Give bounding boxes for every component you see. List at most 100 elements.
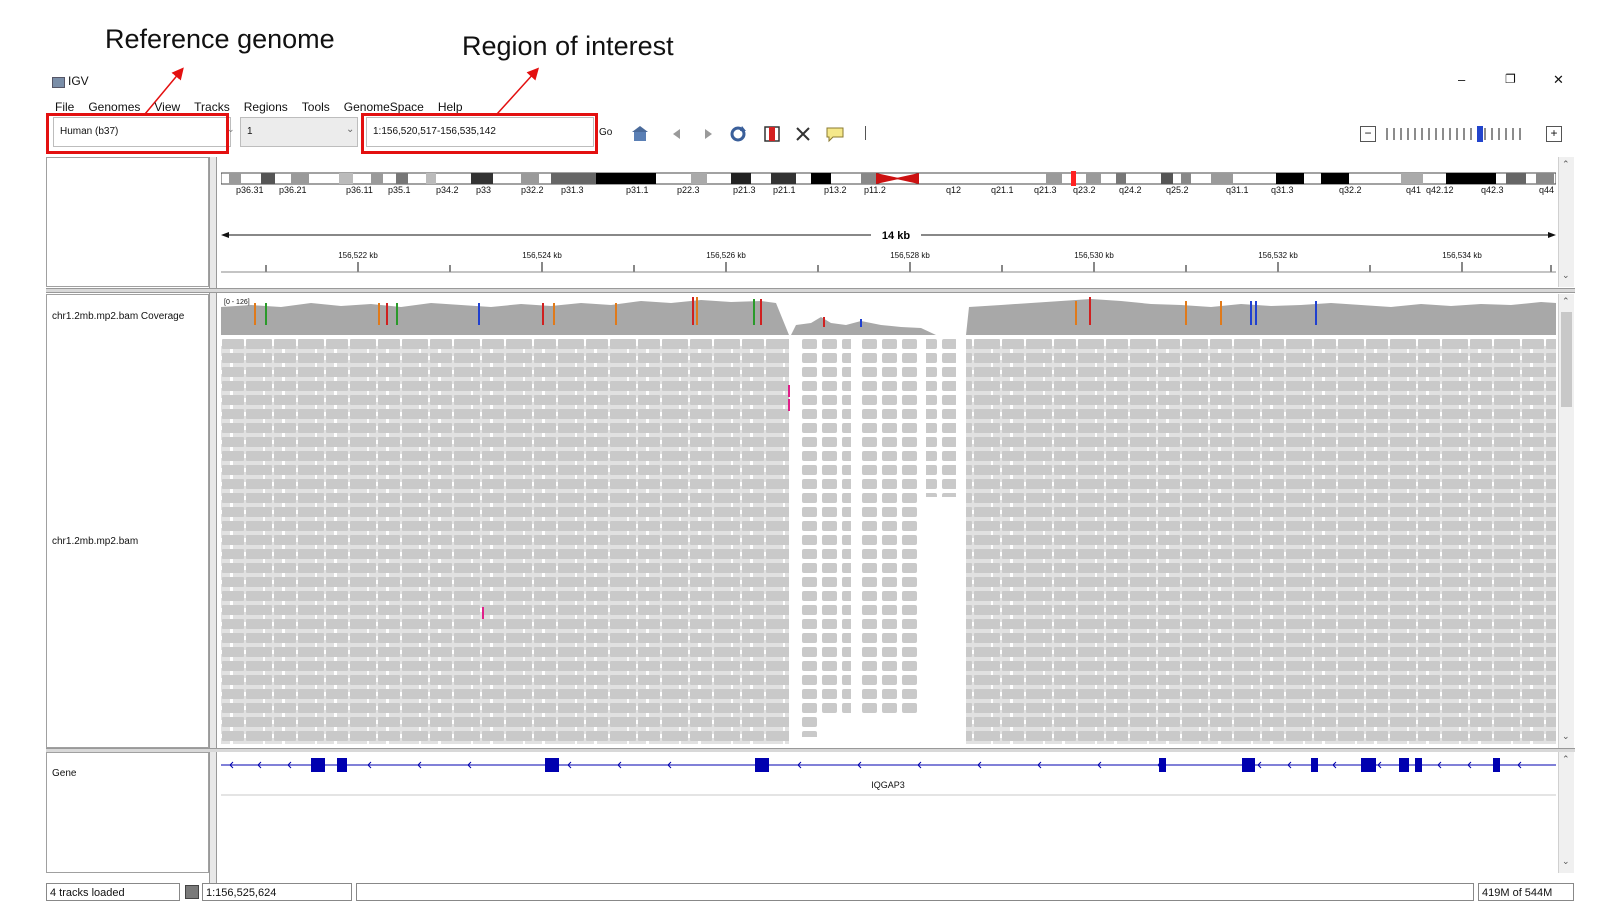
locus-highlight-box xyxy=(361,113,598,154)
gene-track[interactable]: IQGAP3 xyxy=(221,752,1556,872)
section-divider xyxy=(46,748,1575,752)
band-label: q12 xyxy=(946,185,961,195)
band-label: q42.12 xyxy=(1426,185,1454,195)
status-tracks-loaded: 4 tracks loaded xyxy=(46,883,180,901)
coverage-area xyxy=(966,299,1556,335)
chevron-up-icon[interactable]: ⌃ xyxy=(1562,159,1570,169)
zoom-in-button[interactable]: + xyxy=(1546,126,1562,142)
mismatch-mark xyxy=(788,399,790,411)
header-name-panel xyxy=(46,157,209,287)
popup-info-icon[interactable] xyxy=(825,124,845,144)
chevron-down-icon[interactable]: ⌄ xyxy=(1562,856,1570,866)
menu-bar: File Genomes View Tracks Regions Tools GenomeS… xyxy=(55,98,477,116)
feature-name-panel xyxy=(46,752,209,873)
annotation-reference-genome: Reference genome xyxy=(105,24,335,54)
ruler-tick-label: 156,524 kb xyxy=(522,251,562,260)
reads-block-middle xyxy=(926,337,956,497)
coverage-track-label[interactable]: chr1.2mb.mp2.bam Coverage xyxy=(52,311,185,322)
band-label: q42.3 xyxy=(1481,185,1504,195)
menu-tracks[interactable]: Tracks xyxy=(194,100,230,114)
chevron-down-icon[interactable]: ⌄ xyxy=(1562,731,1570,741)
band-label: p31.3 xyxy=(561,185,584,195)
band-label: q31.3 xyxy=(1271,185,1294,195)
status-indicator-icon xyxy=(185,885,199,899)
band-label: q24.2 xyxy=(1119,185,1142,195)
mismatch-mark xyxy=(482,607,484,619)
reads-block-middle xyxy=(799,337,819,737)
band-label: q41 xyxy=(1406,185,1421,195)
band-label: p22.3 xyxy=(677,185,700,195)
gene-name-label: IQGAP3 xyxy=(871,780,905,790)
chevron-up-icon[interactable]: ⌃ xyxy=(1562,296,1570,306)
toolbar-divider xyxy=(865,126,866,140)
ruler-tick-label: 156,534 kb xyxy=(1442,251,1482,260)
refresh-icon[interactable] xyxy=(728,124,748,144)
coverage-area xyxy=(791,317,936,335)
ruler[interactable]: 14 kb 156,522 kb 156,524 kb 156,526 kb 1… xyxy=(221,225,1556,285)
ruler-tick-label: 156,522 kb xyxy=(338,251,378,260)
band-label: p35.1 xyxy=(388,185,411,195)
menu-tools[interactable]: Tools xyxy=(301,100,330,114)
data-scrollbar[interactable] xyxy=(1558,294,1574,748)
locus-input[interactable]: 1:156,520,517-156,535,142 xyxy=(366,117,594,147)
band-label: p32.2 xyxy=(521,185,544,195)
menu-genomes[interactable]: Genomes xyxy=(88,100,141,114)
genome-highlight-box xyxy=(46,113,229,154)
coverage-area xyxy=(221,300,789,335)
band-label: p36.31 xyxy=(236,185,264,195)
ruler-tick-label: 156,532 kb xyxy=(1258,251,1298,260)
window-title: IGV xyxy=(68,74,89,88)
resize-icon[interactable] xyxy=(793,124,813,144)
band-label: q23.2 xyxy=(1073,185,1096,195)
genome-select[interactable]: Human (b37) xyxy=(53,117,231,147)
back-arrow-icon[interactable] xyxy=(667,124,687,144)
forward-arrow-icon[interactable] xyxy=(698,124,718,144)
zoom-slider[interactable] xyxy=(1384,126,1534,142)
menu-help[interactable]: Help xyxy=(437,100,463,114)
go-button[interactable]: Go xyxy=(599,127,613,138)
app-icon xyxy=(52,77,65,88)
panel-divider[interactable] xyxy=(209,157,217,889)
band-label: p31.1 xyxy=(626,185,649,195)
alignment-view[interactable]: [0 - 126] xyxy=(221,295,1556,747)
close-button[interactable]: ✕ xyxy=(1553,72,1564,87)
ruler-tick-label: 156,530 kb xyxy=(1074,251,1114,260)
status-position: 1:156,525,624 xyxy=(202,883,352,901)
menu-regions[interactable]: Regions xyxy=(243,100,288,114)
band-label: p21.1 xyxy=(773,185,796,195)
chromosome-select[interactable]: 1 xyxy=(240,117,358,147)
band-label: q21.3 xyxy=(1034,185,1057,195)
band-label: p21.3 xyxy=(733,185,756,195)
ruler-span-label: 14 kb xyxy=(882,230,910,242)
annotation-arrows xyxy=(144,67,540,115)
band-label: p33 xyxy=(476,185,491,195)
minimize-button[interactable]: – xyxy=(1458,72,1466,87)
restore-button[interactable]: ❐ xyxy=(1505,72,1516,86)
band-label: p36.11 xyxy=(346,185,373,195)
menu-file[interactable]: File xyxy=(55,100,75,114)
ruler-tick-label: 156,528 kb xyxy=(890,251,930,260)
feature-scrollbar[interactable] xyxy=(1558,752,1574,873)
band-label: q31.1 xyxy=(1226,185,1249,195)
band-label: q32.2 xyxy=(1339,185,1362,195)
chevron-up-icon[interactable]: ⌃ xyxy=(1562,754,1570,764)
band-label: p36.21 xyxy=(279,185,307,195)
band-label: q44 xyxy=(1539,185,1554,195)
annotation-region-of-interest: Region of interest xyxy=(462,31,674,61)
scroll-thumb[interactable] xyxy=(1561,312,1572,407)
gene-track-label[interactable]: Gene xyxy=(52,768,77,779)
zoom-out-button[interactable]: − xyxy=(1360,126,1376,142)
ideogram[interactable] xyxy=(221,170,1556,200)
chevron-down-icon[interactable]: ⌄ xyxy=(1562,270,1570,280)
home-icon[interactable] xyxy=(630,124,650,144)
data-name-panel xyxy=(46,294,209,748)
menu-genomespace[interactable]: GenomeSpace xyxy=(343,100,424,114)
header-scrollbar[interactable] xyxy=(1558,157,1574,287)
menu-view[interactable]: View xyxy=(154,100,181,114)
roi-icon[interactable] xyxy=(762,124,782,144)
bam-track-label[interactable]: chr1.2mb.mp2.bam xyxy=(52,536,139,547)
coverage-range: [0 - 126] xyxy=(224,299,250,306)
reads-block-middle xyxy=(821,337,851,717)
section-divider xyxy=(46,288,1575,293)
chevron-down-icon: ⌄ xyxy=(227,124,235,134)
